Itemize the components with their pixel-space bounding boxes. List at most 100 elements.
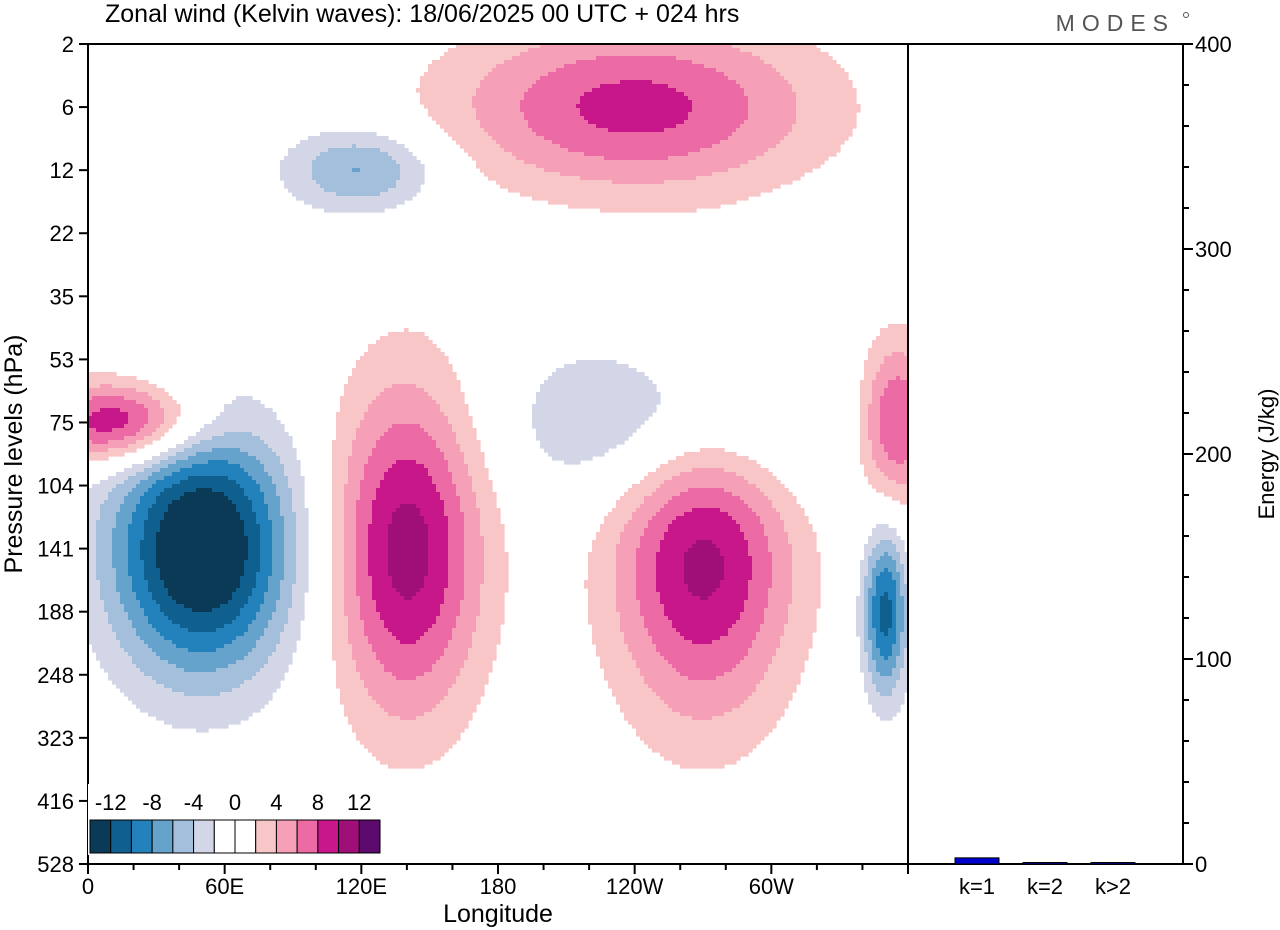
heatmap-cell: [640, 736, 765, 741]
heatmap-cell: [884, 444, 908, 449]
heatmap-cell: [888, 384, 908, 389]
heatmap-cell: [616, 696, 661, 701]
heatmap-cell: [684, 580, 721, 585]
heatmap-cell: [648, 524, 669, 529]
heatmap-cell: [548, 376, 649, 381]
heatmap-cell: [868, 596, 873, 601]
heatmap-cell: [728, 136, 785, 141]
heatmap-cell: [260, 460, 281, 465]
heatmap-cell: [592, 88, 677, 93]
heatmap-cell: [776, 144, 841, 149]
heatmap-cell: [312, 172, 401, 177]
heatmap-cell: [860, 424, 869, 429]
heatmap-cell: [896, 588, 901, 593]
heatmap-cell: [536, 164, 741, 169]
heatmap-cell: [660, 540, 697, 545]
heatmap-cell: [760, 516, 781, 521]
heatmap-cell: [772, 576, 793, 581]
heatmap-cell: [596, 536, 621, 541]
heatmap-cell: [896, 640, 901, 645]
heatmap-cell: [892, 608, 897, 613]
heatmap-cell: [752, 576, 773, 581]
heatmap-cell: [284, 472, 301, 477]
heatmap-cell: [464, 544, 485, 549]
heatmap-cell: [256, 576, 269, 581]
heatmap-cell: [332, 540, 345, 545]
heatmap-cell: [400, 504, 417, 509]
heatmap-cell: [692, 544, 717, 549]
heatmap-cell: [336, 436, 357, 441]
heatmap-cell: [624, 528, 645, 533]
heatmap-cell: [240, 580, 257, 585]
heatmap-cell: [88, 500, 105, 505]
heatmap-cell: [756, 156, 829, 161]
heatmap-cell: [336, 680, 365, 685]
heatmap-cell: [792, 592, 821, 597]
heatmap-cell: [356, 556, 369, 561]
heatmap-cell: [424, 72, 489, 77]
heatmap-cell: [664, 536, 745, 541]
heatmap-cell: [236, 660, 269, 665]
heatmap-cell: [788, 616, 817, 621]
heatmap-cell: [896, 664, 905, 669]
heatmap-cell: [456, 488, 473, 493]
heatmap-cell: [636, 572, 657, 577]
heatmap-cell: [628, 644, 657, 649]
heatmap-cell: [112, 384, 157, 389]
heatmap-cell: [88, 452, 125, 457]
heatmap-cell: [400, 164, 425, 169]
heatmap-cell: [344, 496, 361, 501]
heatmap-cell: [260, 564, 273, 569]
heatmap-cell: [384, 472, 429, 477]
heatmap-cell: [268, 660, 293, 665]
heatmap-cell: [348, 624, 365, 629]
heatmap-cell: [604, 676, 645, 681]
heatmap-cell: [120, 596, 137, 601]
heatmap-cell: [156, 560, 245, 565]
heatmap-cell: [524, 96, 581, 101]
pressure-tick-label: 141: [37, 537, 74, 562]
heatmap-cell: [364, 628, 389, 633]
heatmap-cell: [284, 576, 297, 581]
heatmap-cell: [244, 632, 265, 637]
heatmap-cell: [136, 704, 265, 709]
heatmap-cell: [160, 572, 245, 577]
heatmap-cell: [460, 608, 481, 613]
heatmap-cell: [448, 584, 465, 589]
heatmap-cell: [136, 628, 157, 633]
heatmap-cell: [884, 592, 889, 597]
heatmap-cell: [132, 488, 149, 493]
heatmap-cell: [892, 556, 901, 561]
heatmap-cell: [860, 384, 873, 389]
heatmap-cell: [212, 436, 261, 441]
heatmap-cell: [868, 564, 877, 569]
heatmap-cell: [864, 612, 869, 617]
heatmap-cell: [856, 612, 865, 617]
heatmap-cell: [476, 108, 521, 113]
heatmap-cell: [112, 564, 129, 569]
heatmap-cell: [764, 620, 789, 625]
heatmap-cell: [280, 580, 297, 585]
heatmap-cell: [460, 672, 489, 677]
heatmap-cell: [388, 568, 429, 573]
heatmap-cell: [532, 84, 601, 89]
heatmap-cell: [876, 688, 893, 693]
heatmap-cell: [148, 580, 165, 585]
heatmap-cell: [864, 636, 869, 641]
heatmap-cell: [100, 584, 117, 589]
heatmap-cell: [896, 660, 905, 665]
heatmap-cell: [420, 76, 485, 81]
heatmap-cell: [892, 600, 897, 605]
heatmap-cell: [136, 664, 177, 669]
heatmap-cell: [144, 404, 161, 409]
heatmap-cell: [636, 728, 773, 733]
heatmap-cell: [452, 136, 493, 141]
heatmap-cell: [96, 532, 113, 537]
heatmap-cell: [772, 660, 805, 665]
heatmap-cell: [156, 480, 181, 485]
heatmap-cell: [892, 652, 901, 657]
heatmap-cell: [884, 552, 889, 557]
heatmap-cell: [132, 520, 145, 525]
heatmap-cell: [144, 568, 161, 573]
heatmap-cell: [460, 612, 481, 617]
